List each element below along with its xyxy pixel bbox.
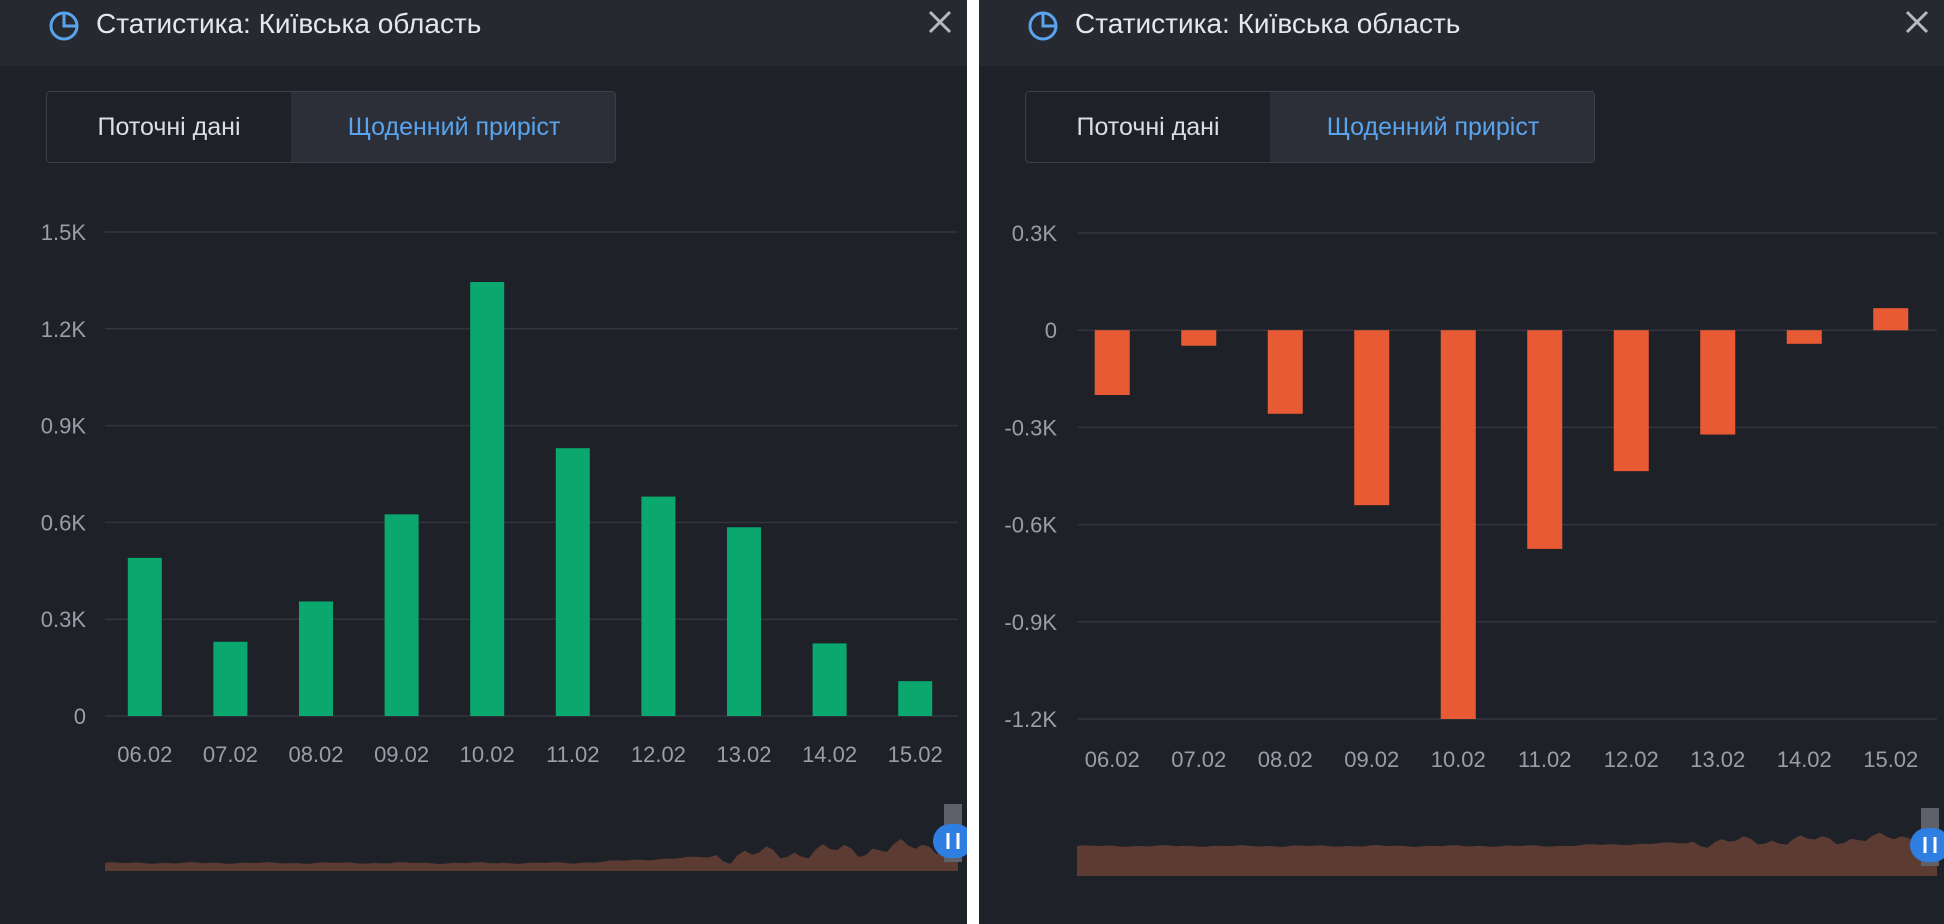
- y-tick-label: 1.5K: [41, 220, 87, 245]
- y-tick-label: 1.2K: [41, 317, 87, 342]
- y-tick-label: 0.3K: [41, 607, 87, 632]
- x-tick-label: 12.02: [631, 742, 686, 767]
- y-tick-label: 0.9K: [41, 414, 87, 439]
- bar-06.02[interactable]: [1094, 330, 1130, 395]
- x-tick-label: 13.02: [716, 742, 771, 767]
- pie-chart-icon: [1028, 11, 1058, 41]
- x-tick-label: 10.02: [1431, 747, 1486, 772]
- x-tick-label: 15.02: [888, 742, 943, 767]
- x-tick-label: 09.02: [374, 742, 429, 767]
- navigator-area[interactable]: [105, 839, 958, 871]
- x-tick-label: 06.02: [117, 742, 172, 767]
- x-tick-label: 10.02: [460, 742, 515, 767]
- tab-current-data[interactable]: Поточні дані: [1076, 113, 1220, 141]
- bar-13.02[interactable]: [727, 527, 761, 716]
- x-tick-label: 12.02: [1604, 747, 1659, 772]
- panel-header: Статистика: Київська область: [0, 0, 967, 66]
- bar-09.02[interactable]: [384, 514, 419, 716]
- pie-chart-icon: [49, 11, 79, 41]
- bar-chart: 0 0.3K 0.6K 0.9K 1.2K 1.5K 06.02 07.02 08.02 09.0…: [41, 220, 967, 871]
- bar-15.02[interactable]: [898, 681, 933, 716]
- bar-08.02[interactable]: [299, 601, 333, 716]
- x-tick-label: 15.02: [1863, 747, 1918, 772]
- y-tick-label: -0.6K: [1004, 513, 1057, 538]
- y-tick-label: -0.9K: [1004, 610, 1057, 635]
- bar-07.02[interactable]: [213, 641, 248, 716]
- tab-current-data[interactable]: Поточні дані: [97, 113, 241, 141]
- y-tick-label: 0: [1045, 318, 1057, 343]
- bar-12.02[interactable]: [641, 496, 676, 716]
- close-icon[interactable]: [1902, 7, 1932, 37]
- bar-06.02[interactable]: [127, 557, 162, 716]
- bar-12.02[interactable]: [1613, 330, 1649, 472]
- bar-chart: 0.3K 0 -0.3K -0.6K -0.9K -1.2K 06.02 07.02 08.02…: [1004, 221, 1944, 877]
- navigator-area[interactable]: [1077, 832, 1937, 877]
- x-tick-label: 14.02: [802, 742, 857, 767]
- bar-07.02[interactable]: [1181, 330, 1217, 346]
- bar-14.02[interactable]: [1786, 330, 1822, 344]
- x-tick-label: 08.02: [288, 742, 343, 767]
- view-tabs: Поточні дані Щоденний приріст: [46, 91, 616, 163]
- stats-panel-left: Статистика: Київська область Поточні дан…: [0, 0, 967, 924]
- x-tick-label: 07.02: [1171, 747, 1226, 772]
- bar-08.02[interactable]: [1267, 330, 1303, 414]
- y-tick-label: 0.6K: [41, 510, 87, 535]
- x-tick-label: 11.02: [1518, 747, 1571, 772]
- bar-15.02[interactable]: [1873, 308, 1909, 331]
- bar-09.02[interactable]: [1354, 330, 1390, 506]
- bar-11.02[interactable]: [555, 448, 590, 716]
- view-tabs: Поточні дані Щоденний приріст: [1025, 91, 1595, 163]
- bar-13.02[interactable]: [1700, 330, 1736, 435]
- x-tick-label: 07.02: [203, 742, 258, 767]
- stats-panel-right: Статистика: Київська область Поточні дан…: [979, 0, 1944, 924]
- close-icon[interactable]: [925, 7, 955, 37]
- panel-title: Статистика: Київська область: [1075, 8, 1461, 39]
- panel-title: Статистика: Київська область: [96, 8, 482, 39]
- bar-14.02[interactable]: [812, 643, 847, 716]
- x-tick-label: 11.02: [546, 742, 599, 767]
- x-tick-label: 08.02: [1258, 747, 1313, 772]
- slider-handle-icon[interactable]: [1910, 828, 1944, 862]
- x-tick-label: 09.02: [1344, 747, 1399, 772]
- x-tick-label: 06.02: [1085, 747, 1140, 772]
- slider-handle-icon[interactable]: [933, 824, 967, 858]
- bar-11.02[interactable]: [1527, 330, 1563, 549]
- x-tick-label: 13.02: [1690, 747, 1745, 772]
- panel-header: Статистика: Київська область: [979, 0, 1944, 66]
- bar-10.02[interactable]: [470, 282, 505, 716]
- bar-10.02[interactable]: [1440, 330, 1476, 719]
- y-tick-label: -1.2K: [1004, 707, 1057, 732]
- tab-daily-growth[interactable]: Щоденний приріст: [291, 92, 615, 162]
- y-tick-label: 0.3K: [1012, 221, 1058, 246]
- x-tick-label: 14.02: [1777, 747, 1832, 772]
- y-tick-label: 0: [74, 704, 86, 729]
- y-tick-label: -0.3K: [1004, 415, 1057, 440]
- tab-daily-growth[interactable]: Щоденний приріст: [1270, 92, 1594, 162]
